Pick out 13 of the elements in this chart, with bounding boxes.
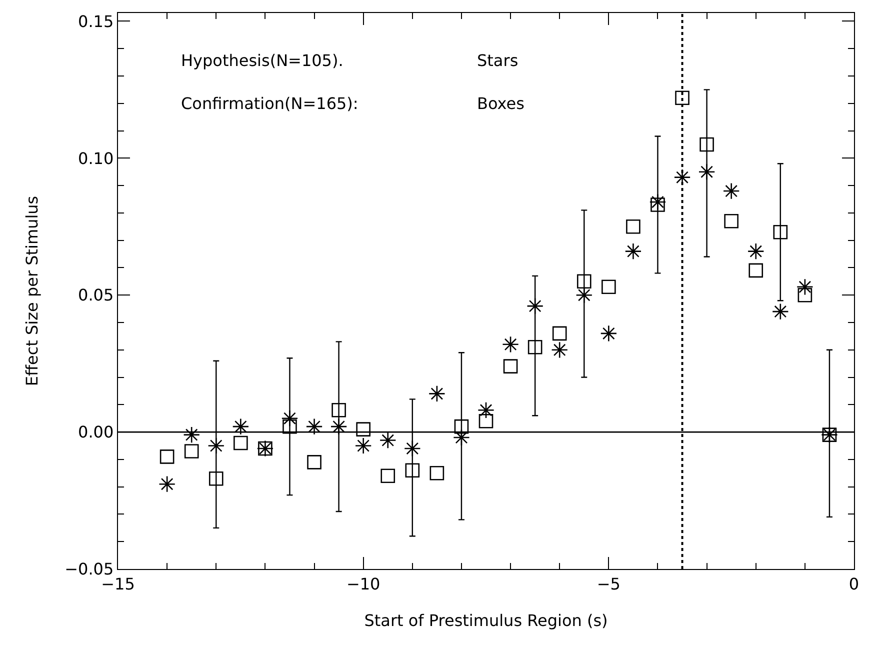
annotation: Boxes [477,94,524,113]
x-axis-title: Start of Prestimulus Region (s) [364,611,608,630]
annotation: Stars [477,51,518,70]
x-tick-label: −10 [346,574,380,594]
y-tick-label: 0.10 [78,148,114,168]
y-axis-title: Effect Size per Stimulus [22,196,42,386]
annotation: Hypothesis(N=105). [181,51,344,70]
x-tick-label: 0 [848,574,860,594]
annotation: Confirmation(N=165): [181,94,358,113]
x-tick-label: −5 [596,574,620,594]
y-tick-label: 0.05 [78,286,114,305]
y-tick-label: 0.15 [78,12,114,31]
y-tick-label: 0.00 [78,422,114,442]
